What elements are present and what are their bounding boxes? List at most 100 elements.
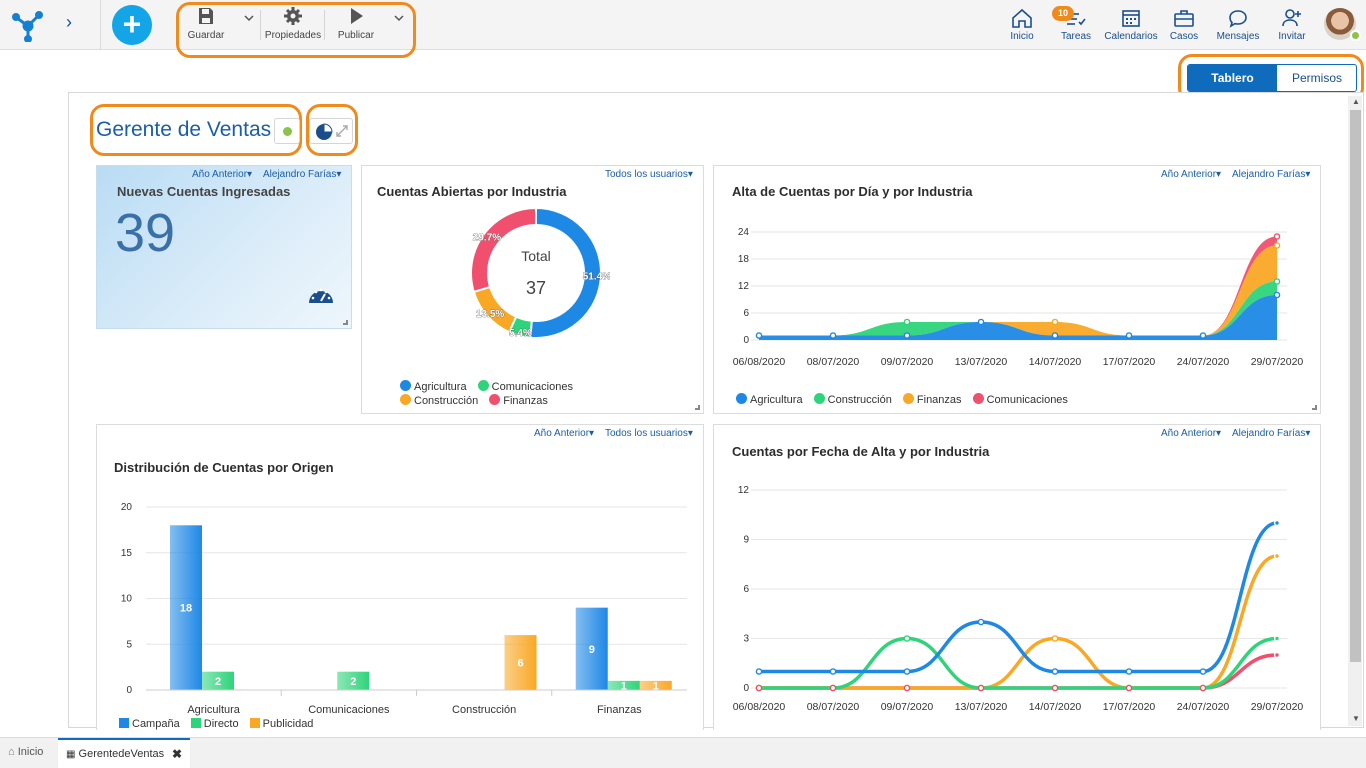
legend-item[interactable]: Comunicaciones	[972, 393, 1068, 406]
publish-button[interactable]: Publicar	[336, 6, 376, 41]
close-tab-icon[interactable]: ✖	[172, 747, 183, 761]
status-dot	[283, 127, 292, 136]
line-point	[1125, 668, 1133, 675]
area-point	[1273, 291, 1281, 299]
donut-center-label: Total	[521, 248, 551, 264]
tab-dashboard-document[interactable]: ▦ GerentedeVentas ✖	[58, 738, 190, 768]
grid-icon: ▦	[66, 749, 76, 760]
y-tick-label: 20	[121, 502, 133, 513]
user-filter[interactable]: Alejandro Farías▾	[1232, 169, 1310, 180]
legend-label: Campaña	[132, 718, 180, 730]
scrollbar-thumb[interactable]	[1350, 110, 1361, 662]
legend-marker	[249, 718, 260, 728]
y-tick-label: 0	[743, 335, 749, 346]
add-new-button[interactable]: +	[112, 5, 152, 45]
period-filter[interactable]: Año Anterior▾	[534, 428, 594, 439]
scroll-up-arrow-icon[interactable]: ▲	[1352, 97, 1360, 106]
chevron-down-icon: ▾	[336, 169, 342, 180]
nav-cases[interactable]: Casos	[1168, 8, 1200, 42]
tab-home[interactable]: ⌂ Inicio	[8, 738, 58, 768]
area-point	[755, 332, 763, 339]
widget-title: Cuentas por Fecha de Alta y por Industri…	[732, 444, 990, 459]
period-filter[interactable]: Año Anterior▾	[192, 169, 252, 180]
publish-dropdown-chevron-icon[interactable]	[394, 14, 404, 25]
legend-item[interactable]: Construcción	[400, 394, 478, 408]
period-filter[interactable]: Año Anterior▾	[1161, 428, 1221, 439]
y-tick-label: 6	[743, 584, 749, 595]
legend-marker	[119, 718, 129, 728]
donut-slice	[529, 206, 602, 339]
y-tick-label: 6	[743, 308, 749, 319]
legend-item[interactable]: Finanzas	[902, 393, 962, 406]
nav-invite[interactable]: Invitar	[1276, 8, 1308, 42]
donut-center-value: 37	[526, 278, 546, 298]
user-filter[interactable]: Todos los usuarios▾	[605, 428, 693, 439]
user-filter[interactable]: Todos los usuarios▾	[605, 169, 693, 180]
nav-messages[interactable]: Mensajes	[1214, 8, 1262, 42]
chevron-down-icon: ▾	[687, 169, 693, 180]
view-options-highlight	[306, 104, 358, 156]
resize-handle[interactable]	[343, 320, 348, 325]
bar-legend: Campaña Directo Publicidad	[119, 718, 321, 730]
bar	[170, 525, 202, 690]
line-point	[1273, 651, 1281, 659]
divider	[324, 10, 325, 40]
resize-handle[interactable]	[695, 405, 700, 410]
line-point	[755, 684, 763, 692]
nav-calendars[interactable]: Calendarios	[1102, 8, 1160, 42]
legend-item[interactable]: Construcción	[813, 393, 892, 406]
save-button[interactable]: Guardar	[186, 6, 226, 41]
properties-button[interactable]: Propiedades	[264, 6, 322, 41]
legend-item[interactable]: Campaña	[119, 718, 180, 730]
bar	[639, 680, 672, 690]
bar-value-label: 1	[621, 680, 627, 692]
status-button[interactable]	[274, 118, 300, 144]
user-filter[interactable]: Alejandro Farías▾	[263, 169, 341, 180]
legend-item[interactable]: Comunicaciones	[477, 380, 573, 394]
chevron-down-icon: ▾	[589, 428, 595, 439]
line-point	[1199, 668, 1207, 675]
area-point	[1125, 332, 1133, 339]
area-point	[1051, 318, 1059, 326]
scroll-down-arrow-icon[interactable]: ▼	[1352, 714, 1360, 723]
save-dropdown-chevron-icon[interactable]	[244, 14, 254, 25]
legend-marker	[400, 394, 411, 405]
legend-item[interactable]: Agricultura	[400, 380, 467, 394]
user-filter[interactable]: Alejandro Farías▾	[1232, 428, 1310, 439]
line-point	[1125, 684, 1133, 692]
chevron-down-icon: ▾	[1216, 428, 1222, 439]
bar-value-label: 1	[653, 680, 659, 692]
nav-calendars-label: Calendarios	[1104, 31, 1158, 42]
chart-view-button[interactable]	[309, 118, 353, 144]
legend-item[interactable]: Finanzas	[489, 394, 548, 408]
kpi-widget: Año Anterior▾ Alejandro Farías▾ Nuevas C…	[96, 165, 352, 329]
page-title[interactable]: Gerente de Ventas	[96, 118, 272, 141]
nav-messages-label: Mensajes	[1216, 31, 1260, 42]
user-filter-label: Alejandro Farías	[1232, 169, 1306, 180]
bar-chart: 0 5 10 15 20 Agricultura 18 2 Comunicaciones 2 Con…	[121, 502, 687, 716]
x-tick-label: 13/07/2020	[955, 356, 1008, 368]
bottom-tab-bar: ⌂ Inicio ▦ GerentedeVentas ✖	[0, 737, 1366, 768]
legend-marker	[813, 393, 825, 404]
expand-menu-chevron-icon[interactable]: ›	[66, 12, 72, 32]
briefcase-icon	[1174, 10, 1194, 27]
widget-title: Cuentas Abiertas por Industria	[377, 184, 567, 199]
legend-item[interactable]: Agricultura	[736, 393, 803, 406]
nav-home[interactable]: Inicio	[1006, 8, 1038, 42]
resize-handle[interactable]	[1312, 405, 1317, 410]
x-tick-label: Construcción	[452, 704, 516, 716]
tab-dashboard[interactable]: Tablero	[1188, 65, 1277, 91]
legend-item[interactable]: Publicidad	[249, 718, 313, 730]
period-filter-label: Año Anterior	[1161, 428, 1217, 439]
online-status-dot	[1350, 30, 1361, 41]
app-logo-icon[interactable]	[10, 8, 46, 42]
period-filter[interactable]: Año Anterior▾	[1161, 169, 1221, 180]
bar	[607, 680, 640, 690]
user-filter-label: Alejandro Farías	[263, 169, 337, 180]
tab-permissions[interactable]: Permisos	[1291, 71, 1342, 85]
legend-item[interactable]: Directo	[190, 718, 239, 730]
properties-label: Propiedades	[264, 30, 322, 41]
bar-value-label: 2	[350, 676, 356, 688]
y-tick-label: 10	[121, 594, 133, 605]
save-label: Guardar	[187, 30, 225, 41]
